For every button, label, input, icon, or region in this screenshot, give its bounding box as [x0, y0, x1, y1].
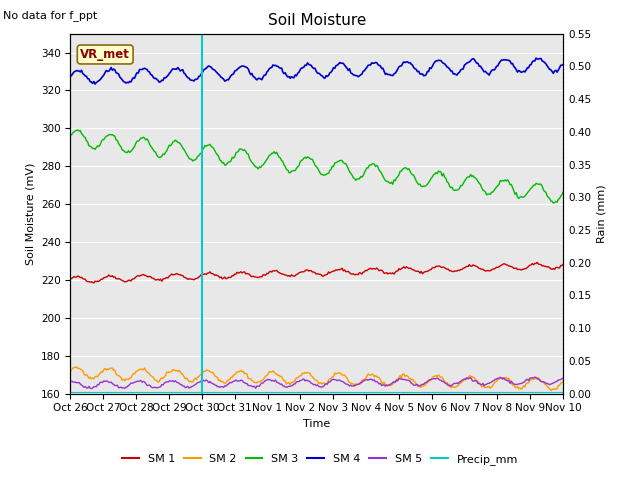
SM 4 — [263, 69, 271, 75]
SM 5 — [88, 386, 95, 392]
Precip_mm — [126, 389, 134, 395]
X-axis label: Time: Time — [303, 419, 330, 429]
SM 1 — [228, 273, 236, 278]
SM 4 — [532, 55, 540, 61]
SM 5 — [127, 380, 135, 386]
SM 2 — [378, 379, 385, 385]
Title: Soil Moisture: Soil Moisture — [268, 13, 366, 28]
SM 2 — [426, 377, 434, 383]
Line: SM 5: SM 5 — [70, 377, 563, 389]
Line: SM 2: SM 2 — [70, 367, 563, 391]
SM 1 — [378, 267, 385, 273]
SM 1 — [426, 267, 434, 273]
SM 1 — [533, 260, 541, 265]
Y-axis label: Soil Moisture (mV): Soil Moisture (mV) — [26, 162, 35, 265]
SM 2 — [127, 375, 135, 381]
SM 1 — [424, 269, 431, 275]
SM 2 — [424, 380, 431, 385]
Text: No data for f_ppt: No data for f_ppt — [3, 10, 97, 21]
SM 5 — [531, 374, 539, 380]
SM 3 — [426, 178, 434, 184]
SM 2 — [67, 368, 74, 374]
SM 3 — [74, 127, 82, 133]
SM 1 — [263, 271, 271, 276]
SM 1 — [67, 276, 74, 282]
Line: SM 4: SM 4 — [70, 58, 563, 84]
SM 4 — [559, 61, 567, 67]
SM 4 — [426, 65, 434, 71]
SM 2 — [559, 379, 567, 384]
Precip_mm — [422, 389, 430, 395]
SM 5 — [378, 383, 385, 388]
SM 2 — [263, 373, 271, 379]
SM 4 — [228, 72, 236, 77]
SM 3 — [228, 155, 236, 160]
Line: SM 3: SM 3 — [70, 130, 563, 203]
SM 1 — [559, 261, 567, 267]
SM 2 — [228, 375, 236, 381]
SM 5 — [426, 377, 434, 383]
SM 3 — [263, 157, 271, 163]
SM 4 — [127, 79, 135, 85]
SM 1 — [127, 278, 135, 284]
SM 2 — [73, 364, 81, 370]
Text: VR_met: VR_met — [80, 48, 130, 61]
Precip_mm — [559, 389, 567, 395]
SM 4 — [92, 81, 99, 87]
SM 5 — [263, 377, 271, 383]
SM 3 — [127, 148, 135, 154]
Legend: SM 1, SM 2, SM 3, SM 4, SM 5, Precip_mm: SM 1, SM 2, SM 3, SM 4, SM 5, Precip_mm — [118, 450, 522, 469]
Line: SM 1: SM 1 — [70, 263, 563, 283]
SM 3 — [67, 132, 74, 138]
SM 3 — [378, 171, 385, 177]
SM 5 — [559, 375, 567, 381]
SM 4 — [424, 69, 431, 74]
SM 5 — [424, 379, 431, 384]
SM 5 — [228, 379, 236, 385]
Precip_mm — [262, 389, 269, 395]
SM 1 — [90, 280, 98, 286]
Precip_mm — [376, 389, 384, 395]
Precip_mm — [425, 389, 433, 395]
SM 3 — [424, 181, 431, 187]
SM 4 — [67, 73, 74, 79]
SM 2 — [547, 388, 555, 394]
Y-axis label: Rain (mm): Rain (mm) — [596, 184, 607, 243]
SM 5 — [67, 379, 74, 385]
SM 4 — [378, 66, 385, 72]
Precip_mm — [67, 389, 74, 395]
SM 3 — [559, 189, 567, 195]
Precip_mm — [227, 389, 235, 395]
SM 3 — [550, 200, 557, 206]
